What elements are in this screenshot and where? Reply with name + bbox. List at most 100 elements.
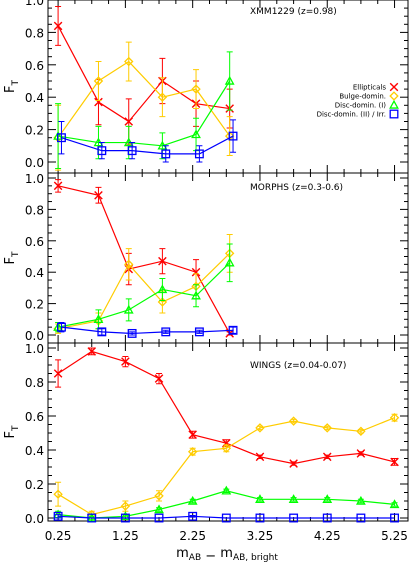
series-bulge-domin-	[53, 41, 235, 171]
data-point	[123, 304, 134, 314]
series-bulge-domin-	[53, 412, 400, 520]
error-bar	[193, 284, 200, 308]
data-point	[53, 489, 63, 499]
data-point	[228, 325, 238, 335]
data-point	[194, 327, 204, 337]
data-point	[53, 511, 63, 521]
y-tick-label: 0.4	[25, 266, 44, 280]
data-point	[191, 267, 201, 277]
error-bar	[98, 328, 105, 336]
y-tick-label: 0.6	[25, 410, 44, 424]
data-point	[127, 146, 137, 156]
data-point	[255, 513, 265, 523]
data-point	[158, 256, 167, 266]
y-tick-label: 0.8	[25, 376, 44, 390]
data-point	[124, 117, 134, 126]
panel-title: XMM1229 (z=0.98)	[250, 7, 337, 17]
data-point	[97, 146, 107, 156]
y-axis-label: FT	[3, 251, 21, 264]
y-tick-label: 0.2	[25, 298, 44, 312]
error-bar	[58, 321, 65, 333]
error-bar	[58, 121, 65, 155]
series-ellipticals	[53, 179, 234, 338]
data-point	[188, 430, 197, 439]
error-bar	[324, 497, 331, 502]
error-bar	[189, 498, 196, 504]
error-bar	[98, 142, 105, 160]
error-bar	[55, 514, 62, 519]
data-point	[154, 491, 164, 501]
panel-frame	[47, 342, 409, 522]
x-axis-label: mAB − mAB, bright	[176, 546, 278, 564]
data-point	[154, 513, 164, 523]
legend-marker	[389, 82, 399, 92]
legend-marker	[389, 99, 399, 109]
data-point	[356, 426, 366, 437]
data-point	[288, 494, 299, 503]
panel-title: MORPHS (z=0.3-0.6)	[250, 183, 343, 193]
error-bar	[129, 331, 136, 336]
error-bar	[226, 243, 233, 283]
series-line	[57, 262, 231, 328]
series-disc-domin-ii-irr-	[53, 511, 399, 523]
data-point	[57, 322, 66, 332]
error-bar	[193, 69, 200, 110]
error-bar	[95, 61, 102, 101]
error-bar	[125, 41, 132, 82]
data-point	[154, 374, 164, 383]
series-disc-domin-i-	[53, 485, 400, 522]
series-ellipticals	[53, 347, 399, 468]
legend-marker	[389, 109, 399, 119]
y-tick-label: 0.6	[25, 235, 44, 249]
data-point	[390, 457, 399, 467]
data-point	[221, 513, 231, 523]
y-tick-label: 0.0	[25, 329, 44, 343]
error-bar	[226, 51, 233, 111]
data-point	[389, 499, 400, 509]
x-tick-label: 0.25	[45, 529, 72, 543]
legend-entry: Disc-domin. (II) / Irr.	[317, 111, 386, 119]
series-line	[57, 60, 231, 139]
data-point	[94, 190, 103, 200]
error-bar	[156, 507, 163, 512]
data-point	[124, 259, 134, 270]
y-tick-label: 1.0	[25, 172, 44, 186]
y-tick-label: 0.2	[25, 478, 44, 492]
data-point	[222, 438, 231, 448]
y-tick-label: 0.0	[25, 156, 44, 170]
data-point	[322, 452, 332, 462]
panel-3: 0.0 0.2 0.4 0.6 0.8 1.0 WINGS (z=0.04-0.07) FT 0…	[3, 342, 409, 564]
y-tick-label: 0.2	[25, 124, 44, 138]
y-axis-label: FT	[3, 425, 21, 438]
data-point	[121, 357, 130, 366]
data-point	[154, 504, 164, 514]
data-point	[57, 133, 66, 143]
series-bulge-domin-	[53, 234, 235, 334]
data-point	[255, 452, 265, 462]
data-point	[194, 149, 204, 159]
error-bar	[162, 329, 169, 334]
data-point	[191, 84, 201, 94]
data-point	[228, 131, 238, 141]
data-point	[355, 495, 366, 505]
error-bar	[256, 497, 263, 502]
data-point	[187, 495, 198, 505]
error-bar	[357, 498, 364, 504]
series-line	[57, 252, 231, 330]
error-bar	[125, 298, 132, 322]
legend-marker	[389, 91, 399, 101]
data-point	[221, 485, 232, 495]
error-bar	[159, 77, 166, 118]
error-bar	[125, 248, 132, 281]
data-point	[161, 149, 171, 159]
panel-title: WINGS (z=0.04-0.07)	[250, 361, 346, 371]
y-tick-label: 0.4	[25, 444, 44, 458]
y-tick-label: 0.6	[25, 59, 44, 73]
data-point	[53, 181, 63, 191]
series-line	[57, 80, 231, 147]
series-line	[57, 25, 230, 123]
y-axis-label: FT	[3, 80, 21, 93]
data-point	[224, 75, 235, 85]
